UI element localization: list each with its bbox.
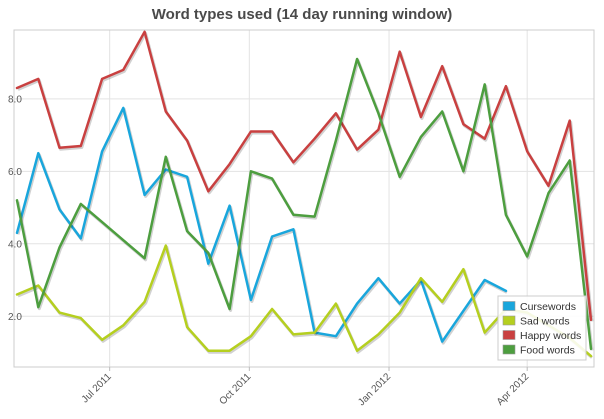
axes: [13, 29, 595, 371]
series-line-food-words: [15, 57, 593, 351]
x-tick-label: Jul 2011: [80, 371, 114, 405]
series-shadow-0: [16, 107, 508, 345]
y-tick-label: 8.0: [8, 94, 22, 105]
legend-swatch: [502, 344, 516, 355]
legend-swatch: [502, 301, 516, 311]
legend-swatch: [502, 330, 516, 340]
series-line-happy-words: [15, 30, 593, 322]
legend-label: Happy words: [520, 330, 581, 342]
legend-label: Sad words: [520, 316, 570, 328]
series-lines: [15, 30, 594, 359]
legend-label: Food words: [520, 345, 575, 357]
plot-frame: [13, 29, 595, 368]
series-line-cursewords: [15, 106, 508, 343]
x-tick-label: Apr 2012: [495, 371, 532, 408]
legend: Cursewords Sad words Happy words Food words: [497, 295, 587, 361]
x-tick-label: Jan 2012: [356, 371, 393, 408]
y-tick-label: 2.0: [8, 312, 22, 323]
y-tick-label: 4.0: [8, 239, 22, 250]
y-tick-label: 6.0: [8, 167, 22, 178]
legend-label: Cursewords: [520, 301, 576, 313]
grid: [14, 30, 594, 367]
legend-swatch: [502, 315, 516, 326]
x-tick-label: Oct 2011: [218, 371, 254, 407]
chart-title: Word types used (14 day running window): [151, 6, 453, 23]
series-line-sad-words: [15, 244, 593, 358]
series-shadow-1: [17, 245, 593, 359]
series-shadow-2: [17, 31, 594, 322]
